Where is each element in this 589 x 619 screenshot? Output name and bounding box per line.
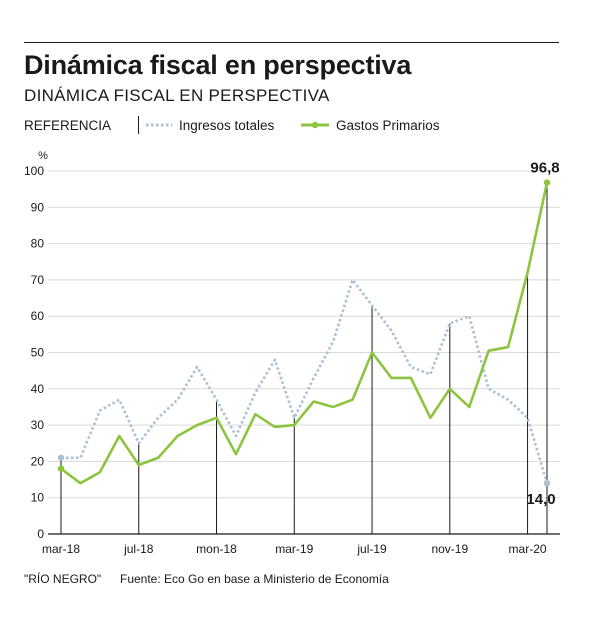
y-tick-label: 40 (31, 382, 45, 396)
y-tick-label: 70 (31, 273, 45, 287)
legend-label: REFERENCIA (24, 118, 112, 133)
source-note: Fuente: Eco Go en base a Ministerio de E… (120, 572, 389, 586)
point-ingresos (543, 479, 551, 487)
point-gastos (543, 179, 551, 186)
x-tick-label: mon-18 (196, 542, 237, 556)
y-tick-label: 20 (31, 454, 45, 468)
legend-separator (138, 116, 139, 134)
legend-item-ingresos: Ingresos totales (179, 118, 275, 133)
x-tick-label: mar-18 (42, 542, 80, 556)
y-tick-label: 60 (31, 309, 45, 323)
y-tick-label: 80 (31, 237, 45, 251)
x-tick-label: jul-18 (123, 542, 154, 556)
legend: REFERENCIA Ingresos totales Gastos Prima… (24, 116, 564, 138)
y-tick-label: 100 (24, 164, 44, 178)
x-tick-label: jul-19 (356, 542, 387, 556)
point-gastos (57, 465, 65, 472)
legend-ingresos-swatch (146, 123, 172, 127)
legend-gastos-swatch (301, 121, 329, 129)
x-tick-label: mar-20 (509, 542, 547, 556)
chart-title: Dinámica fiscal en perspectiva (24, 50, 412, 80)
y-tick-label: 30 (31, 418, 45, 432)
top-rule (24, 42, 559, 43)
annotation-ingresos-last: 14,0 (526, 491, 555, 508)
series-line-gastos (60, 182, 549, 485)
line-chart: % 0 10 20 30 40 50 60 70 80 90 100 mar-18 jul-18 mon… (24, 150, 560, 556)
series-line-ingresos (61, 278, 549, 484)
y-tick-label: 10 (31, 491, 45, 505)
legend-item-gastos: Gastos Primarios (336, 118, 440, 133)
y-axis-unit: % (38, 150, 48, 162)
y-tick-label: 0 (37, 527, 44, 541)
source-credit: "RÍO NEGRO" (24, 572, 102, 586)
y-tick-label: 90 (31, 200, 45, 214)
x-tick-label: nov-19 (431, 542, 468, 556)
point-ingresos (57, 454, 65, 461)
annotation-gastos-last: 96,8 (530, 160, 559, 177)
y-tick-label: 50 (31, 346, 45, 360)
x-tick-label: mar-19 (275, 542, 313, 556)
chart-subtitle: DINÁMICA FISCAL EN PERSPECTIVA (24, 86, 330, 105)
